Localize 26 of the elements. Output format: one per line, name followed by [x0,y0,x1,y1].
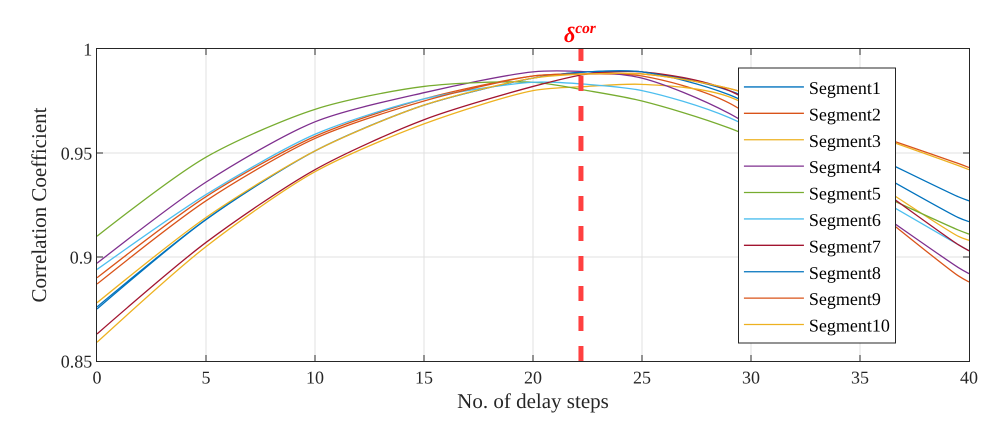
legend-label: Segment6 [808,210,881,230]
x-axis-title: No. of delay steps [457,388,609,413]
x-tick-label: 15 [415,368,433,388]
x-tick-label: 0 [92,368,102,388]
legend-label: Segment8 [808,262,881,283]
legend-label: Segment3 [808,130,881,151]
legend-label: Segment7 [808,236,881,256]
x-tick-label: 20 [524,368,542,388]
legend-label: Segment2 [808,104,881,124]
y-tick-label: 0.85 [60,351,92,372]
legend-label: Segment1 [808,78,881,98]
x-tick-label: 35 [851,368,869,388]
legend-label: Segment5 [808,184,881,204]
y-tick-label: 0.95 [60,143,92,164]
y-tick-label: 0.9 [70,247,92,268]
ref-line-label: δ$^{cor}$ [564,20,597,48]
x-tick-label: 30 [742,368,760,388]
legend-label: Segment9 [808,289,881,310]
y-axis-title: Correlation Coefficient [26,107,51,302]
legend-label: Segment4 [808,157,881,178]
x-tick-label: 5 [202,368,210,388]
x-tick-label: 25 [633,368,651,388]
x-tick-label: 40 [960,368,978,388]
y-tick-label: 1 [83,39,92,60]
legend-label: Segment10 [808,316,890,336]
x-tick-label: 10 [306,368,324,388]
